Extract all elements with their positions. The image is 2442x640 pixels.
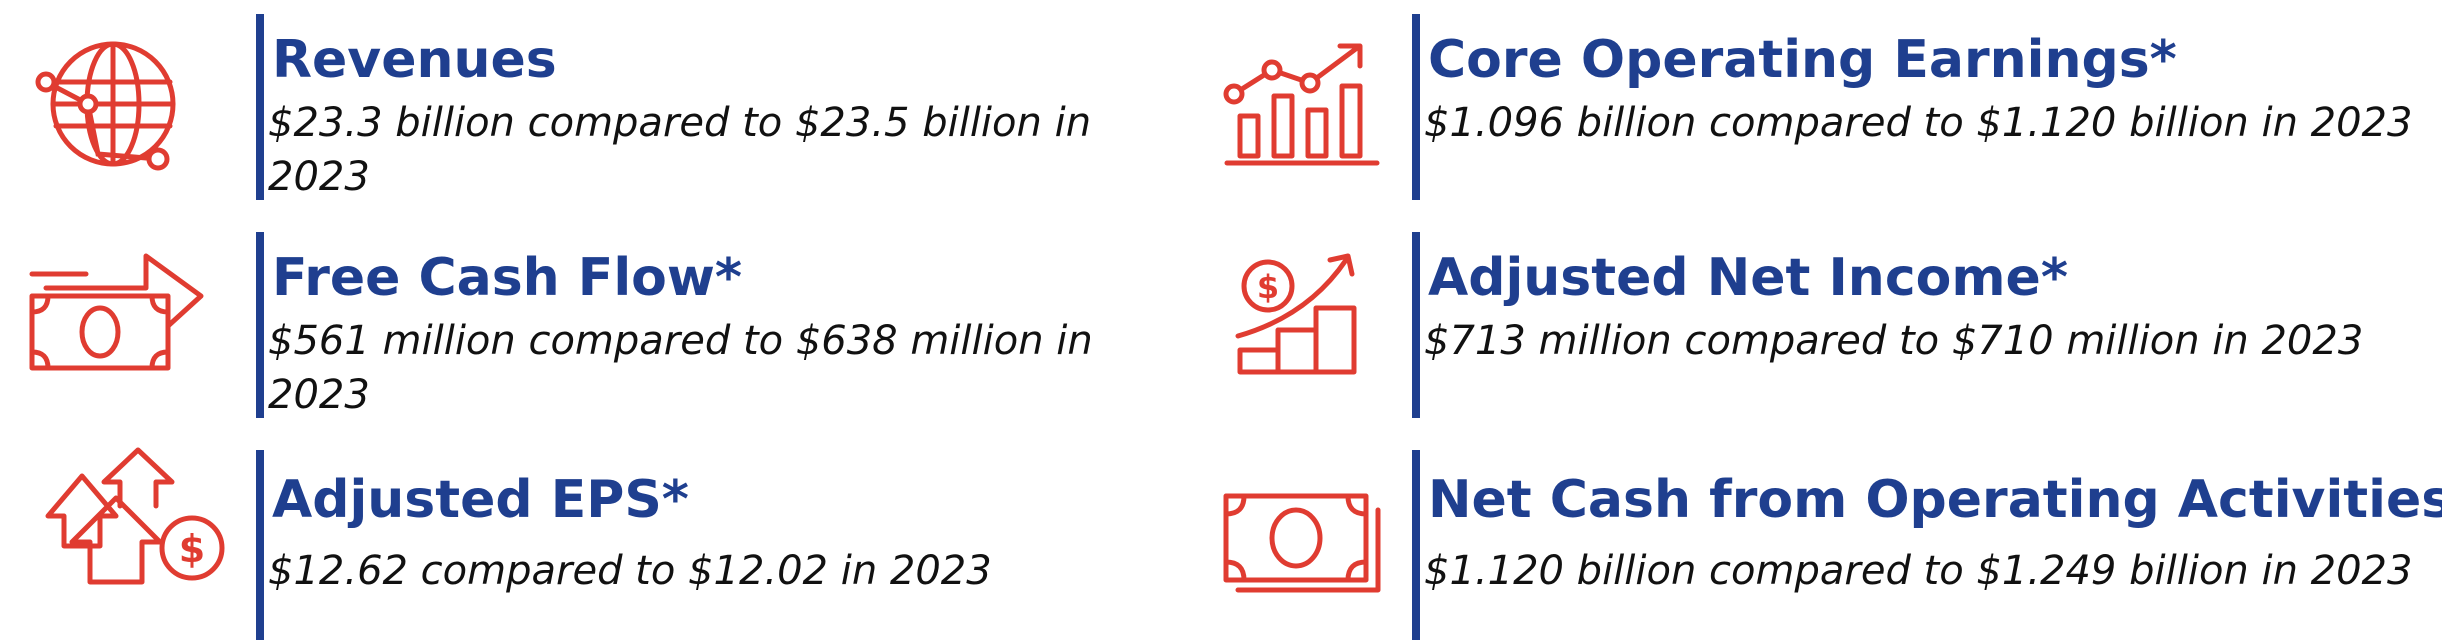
highlight-description: $561 million compared to $638 million in…	[268, 318, 1093, 418]
highlight-description: $12.62 compared to $12.02 in 2023	[268, 548, 992, 594]
accent-bar	[1412, 14, 1420, 200]
accent-bar	[256, 14, 264, 200]
highlight-description: $23.3 billion compared to $23.5 billion …	[268, 100, 1092, 200]
highlight-title: Free Cash Flow*	[272, 248, 743, 308]
svg-text:$: $	[1257, 268, 1279, 306]
accent-bar	[256, 232, 264, 418]
globe-network-icon	[28, 34, 198, 174]
svg-text:$: $	[179, 527, 205, 571]
highlight-description: $1.096 billion compared to $1.120 billio…	[1424, 100, 2413, 146]
highlight-title: Revenues	[272, 30, 557, 90]
accent-bar	[1412, 450, 1420, 640]
highlight-description: $1.120 billion compared to $1.249 billio…	[1424, 548, 2413, 594]
highlight-title: Adjusted Net Income*	[1428, 248, 2069, 308]
growth-chart-icon	[1222, 38, 1382, 168]
banknote-stack-icon	[1220, 490, 1390, 602]
highlight-title: Net Cash from Operating Activities	[1428, 470, 2442, 530]
arrows-up-dollar-icon: $	[42, 446, 232, 586]
cash-flow-arrow-icon	[26, 246, 206, 376]
accent-bar	[256, 450, 264, 640]
dollar-growth-steps-icon: $	[1228, 246, 1378, 376]
accent-bar	[1412, 232, 1420, 418]
highlight-title: Core Operating Earnings*	[1428, 30, 2177, 90]
highlight-description: $713 million compared to $710 million in…	[1424, 318, 2364, 364]
highlight-title: Adjusted EPS*	[272, 470, 689, 530]
